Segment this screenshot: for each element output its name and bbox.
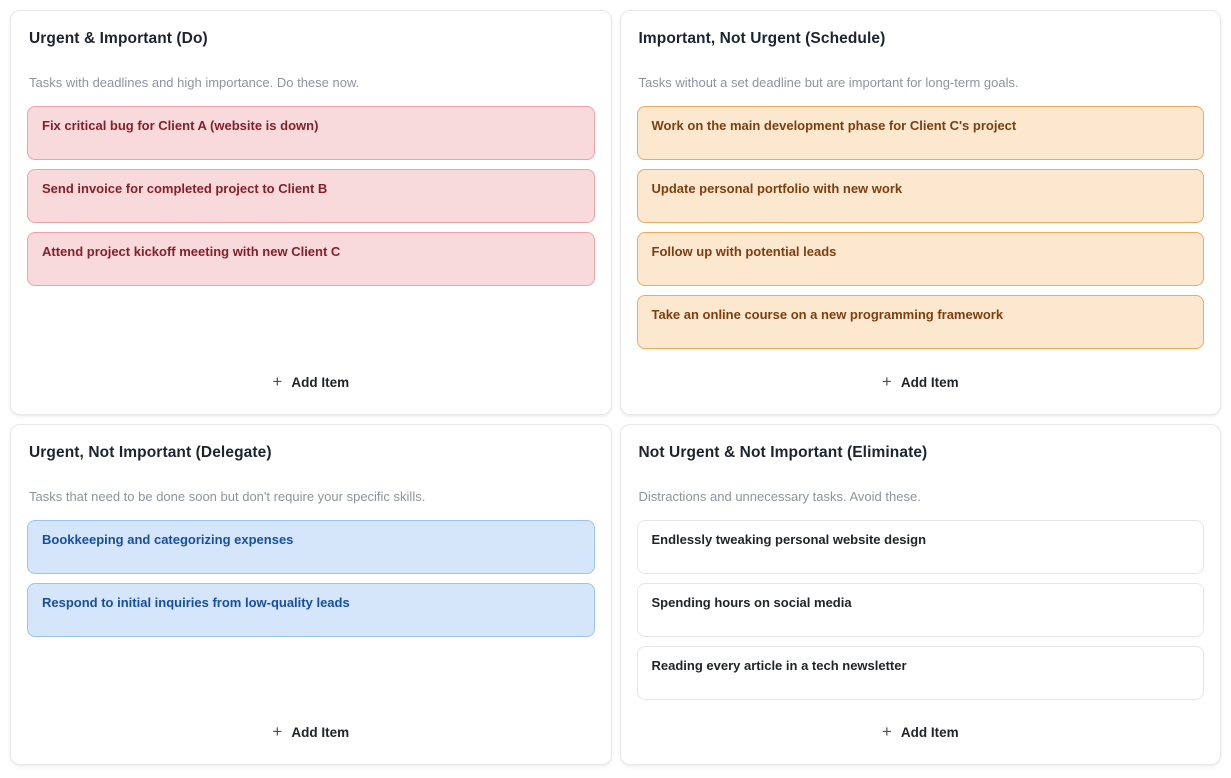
task-card[interactable]: Fix critical bug for Client A (website i…	[27, 106, 595, 160]
quadrant-title: Urgent & Important (Do)	[29, 30, 208, 47]
task-card[interactable]: Reading every article in a tech newslett…	[636, 646, 1204, 700]
task-card[interactable]: Endlessly tweaking personal website desi…	[636, 520, 1204, 574]
quadrant-description: Tasks that need to be done soon but don'…	[29, 489, 426, 504]
task-card[interactable]: Attend project kickoff meeting with new …	[27, 232, 595, 286]
add-item-label: Add Item	[900, 725, 959, 740]
add-item-button[interactable]: + Add Item	[262, 369, 359, 396]
quadrant-delegate: Urgent, Not Important (Delegate) Tasks t…	[10, 424, 612, 765]
add-item-label: Add Item	[900, 375, 959, 390]
quadrant-title: Not Urgent & Not Important (Eliminate)	[638, 444, 928, 461]
plus-icon: +	[881, 722, 892, 741]
task-card[interactable]: Respond to initial inquiries from low-qu…	[27, 583, 595, 637]
task-list: Bookkeeping and categorizing expenses Re…	[27, 520, 595, 637]
quadrant-schedule: Important, Not Urgent (Schedule) Tasks w…	[619, 10, 1221, 415]
add-item-row: + Add Item	[637, 369, 1205, 400]
task-card[interactable]: Update personal portfolio with new work	[636, 169, 1204, 223]
plus-icon: +	[272, 722, 283, 741]
plus-icon: +	[881, 372, 892, 391]
add-item-row: + Add Item	[27, 719, 595, 750]
task-card[interactable]: Follow up with potential leads	[636, 232, 1204, 286]
quadrant-description: Distractions and unnecessary tasks. Avoi…	[638, 489, 921, 504]
add-item-row: + Add Item	[27, 369, 595, 400]
plus-icon: +	[272, 372, 283, 391]
add-item-row: + Add Item	[637, 719, 1205, 750]
add-item-button[interactable]: + Add Item	[872, 719, 969, 746]
task-card[interactable]: Work on the main development phase for C…	[636, 106, 1204, 160]
task-list: Work on the main development phase for C…	[636, 106, 1204, 349]
quadrant-title: Urgent, Not Important (Delegate)	[29, 444, 272, 461]
quadrant-title: Important, Not Urgent (Schedule)	[638, 30, 886, 47]
task-card[interactable]: Take an online course on a new programmi…	[636, 295, 1204, 349]
add-item-label: Add Item	[291, 375, 350, 390]
quadrant-eliminate: Not Urgent & Not Important (Eliminate) D…	[619, 424, 1221, 765]
task-card[interactable]: Bookkeeping and categorizing expenses	[27, 520, 595, 574]
task-card[interactable]: Send invoice for completed project to Cl…	[27, 169, 595, 223]
quadrant-description: Tasks without a set deadline but are imp…	[638, 75, 1019, 90]
add-item-button[interactable]: + Add Item	[872, 369, 969, 396]
add-item-label: Add Item	[291, 725, 350, 740]
task-list: Endlessly tweaking personal website desi…	[636, 520, 1204, 700]
add-item-button[interactable]: + Add Item	[262, 719, 359, 746]
task-list: Fix critical bug for Client A (website i…	[27, 106, 595, 286]
quadrant-do: Urgent & Important (Do) Tasks with deadl…	[10, 10, 612, 415]
quadrant-description: Tasks with deadlines and high importance…	[29, 75, 360, 90]
task-card[interactable]: Spending hours on social media	[636, 583, 1204, 637]
